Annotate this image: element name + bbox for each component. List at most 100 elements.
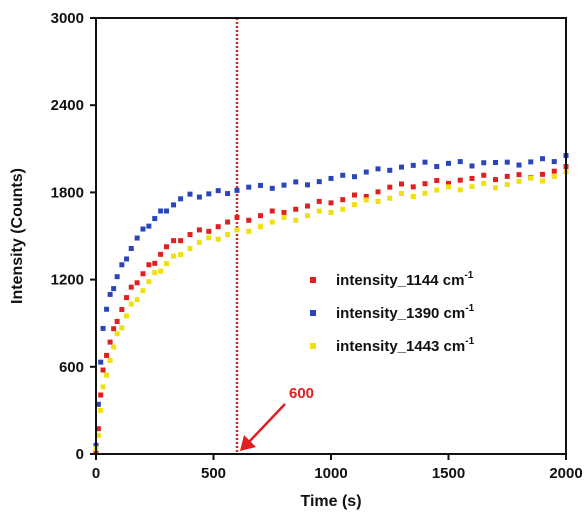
data-point: [305, 213, 310, 219]
legend-label-superscript: -1: [464, 270, 473, 281]
data-point: [246, 217, 252, 223]
legend-label: intensity_1390 cm-1: [336, 303, 475, 322]
data-point: [104, 352, 110, 358]
data-point: [493, 185, 498, 191]
legend-label-superscript: -1: [465, 303, 474, 314]
data-point: [215, 224, 221, 230]
data-point: [234, 187, 240, 193]
data-point: [528, 159, 534, 165]
data-point: [481, 160, 487, 166]
data-point: [457, 187, 463, 193]
data-point: [481, 180, 487, 186]
y-tick-label: 0: [76, 446, 84, 463]
data-point: [246, 228, 252, 234]
data-point: [328, 209, 334, 215]
data-point: [399, 181, 404, 187]
legend-label: intensity_1443 cm-1: [336, 336, 475, 355]
data-point: [516, 178, 522, 184]
data-point: [114, 274, 120, 280]
data-point: [516, 162, 522, 168]
data-point: [128, 301, 134, 307]
data-point: [375, 198, 381, 204]
data-point: [457, 159, 463, 165]
legend-marker: [310, 277, 316, 283]
data-point: [140, 288, 146, 294]
data-point: [258, 182, 263, 188]
data-point: [434, 164, 440, 170]
series-3-points: [93, 169, 569, 451]
data-point: [352, 192, 357, 198]
data-point: [187, 232, 193, 238]
y-tick-label: 1200: [51, 272, 84, 289]
data-point: [158, 208, 164, 214]
data-point: [187, 191, 193, 197]
data-point: [98, 359, 104, 365]
data-point: [528, 175, 534, 181]
data-point: [540, 178, 545, 184]
data-point: [196, 227, 202, 233]
data-point: [504, 173, 510, 179]
data-point: [100, 325, 106, 331]
data-point: [178, 252, 184, 258]
data-point: [206, 228, 212, 234]
data-point: [446, 184, 451, 190]
data-point: [119, 262, 125, 268]
data-point: [363, 197, 369, 203]
data-point: [387, 195, 393, 201]
annotation-label: 600: [289, 385, 314, 402]
data-point: [375, 166, 381, 172]
data-point: [375, 189, 381, 195]
data-point: [158, 268, 164, 274]
data-point: [100, 384, 106, 390]
data-point: [206, 235, 212, 241]
data-point: [258, 213, 263, 219]
x-tick-label: 500: [201, 465, 226, 482]
data-point: [504, 182, 510, 188]
data-point: [124, 295, 130, 301]
data-point: [95, 432, 101, 438]
data-point: [399, 164, 404, 170]
data-point: [340, 197, 346, 203]
annotation-arrow-head: [240, 435, 256, 451]
data-point: [504, 159, 510, 165]
data-point: [98, 407, 104, 413]
data-point: [493, 177, 498, 183]
data-point: [281, 182, 287, 188]
data-point: [422, 181, 428, 187]
data-point: [152, 216, 158, 222]
data-point: [178, 238, 184, 244]
data-point: [340, 206, 346, 212]
data-points: [93, 152, 569, 455]
data-point: [516, 172, 522, 178]
data-point: [446, 180, 451, 186]
axes: 0 500 1000 1500 2000 0 600 1200 1800 2400 3000: [51, 10, 583, 482]
data-point: [328, 175, 334, 181]
data-point: [124, 313, 130, 319]
data-point: [363, 169, 369, 175]
data-point: [140, 271, 146, 277]
data-point: [128, 245, 134, 251]
data-point: [124, 256, 130, 262]
data-point: [111, 326, 117, 332]
data-point: [540, 171, 545, 177]
data-point: [171, 202, 177, 208]
data-point: [422, 190, 428, 196]
data-point: [410, 184, 416, 190]
data-point: [305, 203, 310, 209]
data-point: [164, 244, 169, 250]
data-point: [134, 297, 140, 303]
data-point: [215, 188, 221, 194]
data-point: [493, 159, 498, 165]
data-point: [171, 253, 177, 259]
annotation-arrow-shaft: [246, 403, 286, 445]
data-point: [134, 280, 140, 286]
data-point: [316, 208, 322, 214]
x-axis-label: Time (s): [300, 493, 361, 510]
data-point: [269, 185, 275, 191]
data-point: [104, 372, 110, 378]
data-point: [119, 307, 125, 313]
data-point: [107, 291, 113, 297]
x-tick-label: 1500: [432, 465, 465, 482]
series-1-points: [93, 164, 569, 455]
data-point: [352, 202, 357, 208]
